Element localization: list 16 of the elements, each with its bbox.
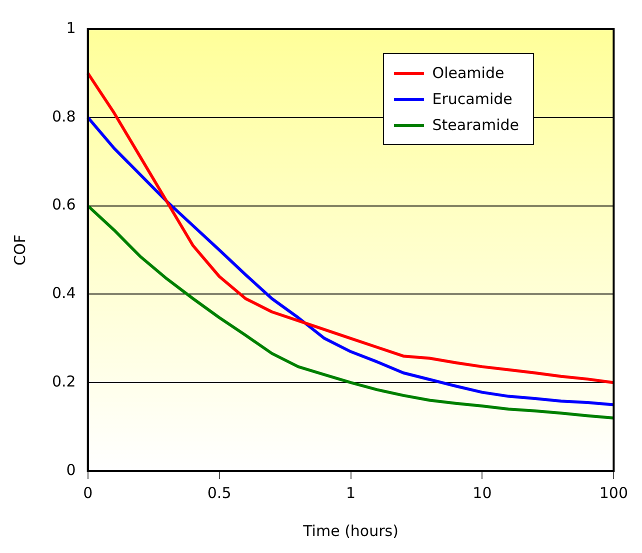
x-tick-label: 100 xyxy=(599,484,628,502)
x-tick-label: 0 xyxy=(83,484,93,502)
legend-label: Oleamide xyxy=(432,64,504,82)
y-tick-label: 0.4 xyxy=(52,284,76,302)
y-tick-label: 0.6 xyxy=(52,196,76,214)
x-tick-label: 1 xyxy=(346,484,356,502)
y-axis-title: COF xyxy=(10,234,29,266)
y-tick-label: 1 xyxy=(66,18,76,37)
x-tick-label: 10 xyxy=(472,484,492,502)
legend-label: Erucamide xyxy=(432,90,512,108)
y-tick-label: 0 xyxy=(66,460,76,479)
y-tick-label: 0.8 xyxy=(52,107,76,126)
y-tick-label: 0.2 xyxy=(52,372,76,390)
legend-label: Stearamide xyxy=(432,116,519,134)
x-tick-label: 0.5 xyxy=(207,484,232,502)
x-axis-title: Time (hours) xyxy=(302,522,398,540)
